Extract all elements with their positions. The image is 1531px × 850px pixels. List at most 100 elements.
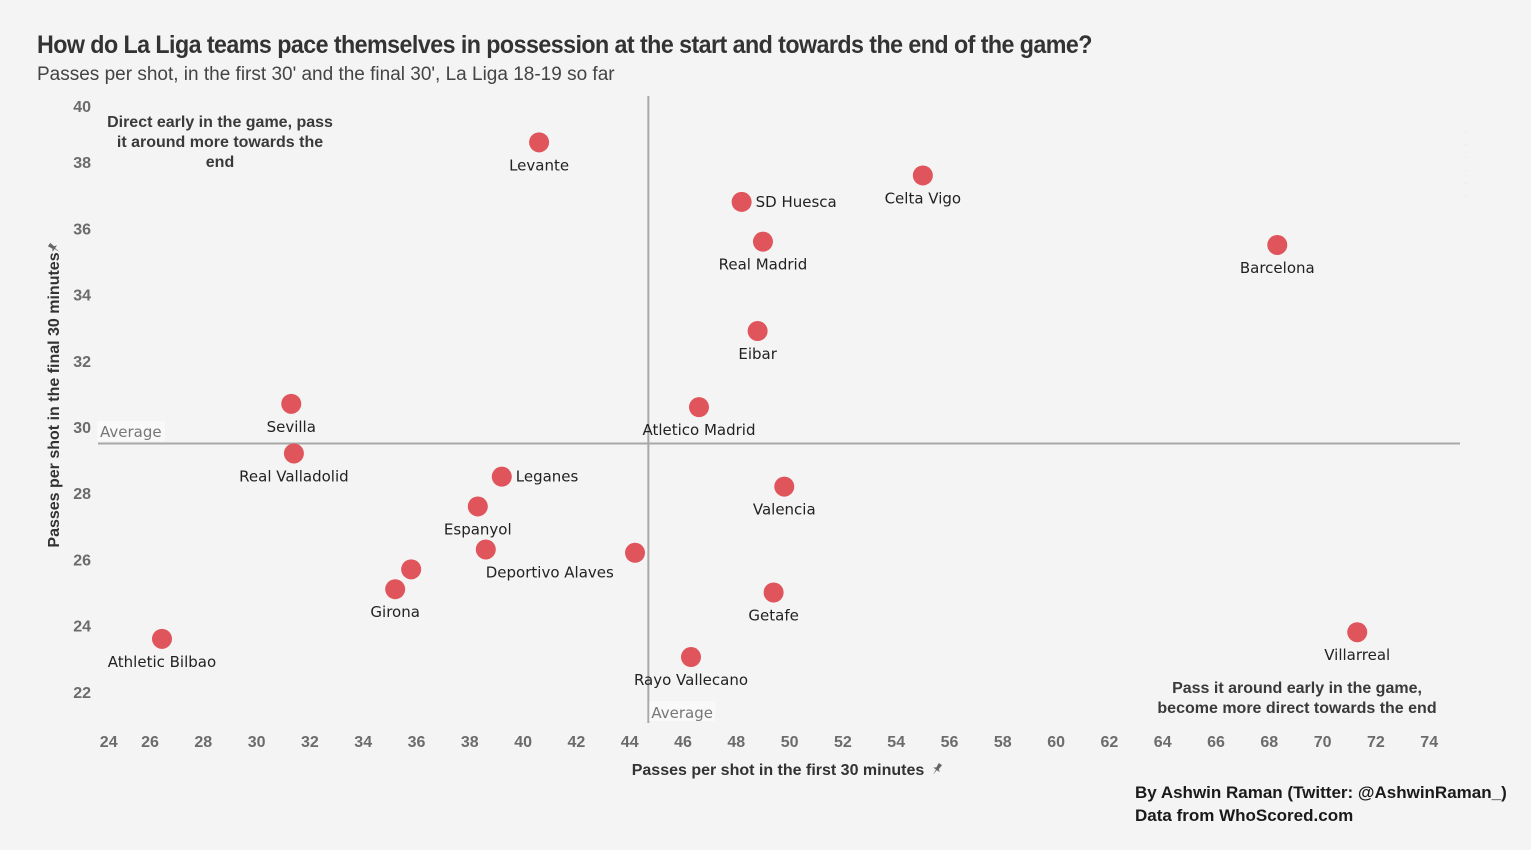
- point-label: Villarreal: [1324, 646, 1390, 664]
- x-tick-label: 68: [1260, 734, 1278, 751]
- data-point: Barcelona: [1240, 234, 1315, 277]
- credits: By Ashwin Raman (Twitter: @AshwinRaman_)…: [1135, 781, 1507, 827]
- point-marker: [401, 559, 422, 580]
- point-marker: [625, 542, 646, 563]
- point-marker: [912, 165, 933, 186]
- y-tick-label: 36: [73, 221, 91, 238]
- x-tick-label: 54: [887, 734, 905, 751]
- x-tick-label: 60: [1047, 734, 1065, 751]
- point-label: Barcelona: [1240, 259, 1315, 277]
- x-tick-label: 48: [727, 734, 745, 751]
- y-tick-label: 28: [73, 486, 91, 503]
- point-label: Valencia: [753, 501, 816, 519]
- quadrant-note-top-left: Direct early in the game, pass it around …: [107, 114, 333, 171]
- data-point: Deportivo Alaves: [475, 539, 614, 581]
- point-label: Levante: [509, 156, 569, 174]
- point-marker: [763, 582, 784, 603]
- x-tick-label: 56: [941, 734, 959, 751]
- data-point: Girona: [370, 579, 420, 621]
- point-marker: [151, 628, 172, 649]
- data-point: Espanyol: [444, 496, 512, 538]
- chart-subtitle: Passes per shot, in the first 30' and th…: [37, 64, 615, 85]
- point-label: Eibar: [738, 345, 777, 363]
- data-point: Athletic Bilbao: [108, 628, 216, 671]
- point-label: Getafe: [748, 607, 798, 625]
- x-axis-title: Passes per shot in the first 30 minutes: [632, 762, 925, 779]
- point-marker: [688, 397, 709, 418]
- point-label: Deportivo Alaves: [486, 563, 614, 581]
- point-marker: [1347, 622, 1368, 643]
- point-marker: [747, 321, 768, 342]
- x-tick-label: 70: [1314, 734, 1332, 751]
- x-tick-label: 34: [354, 734, 372, 751]
- y-axis-pin-icon: [47, 242, 60, 253]
- point-label: Girona: [370, 603, 420, 621]
- point-marker: [752, 231, 773, 252]
- point-label: SD Huesca: [756, 193, 837, 211]
- data-point: Sevilla: [267, 393, 316, 436]
- x-tick-label: 26: [141, 734, 159, 751]
- y-tick-label: 32: [73, 354, 91, 371]
- y-tick-label: 38: [73, 155, 91, 172]
- point-label: Real Valladolid: [239, 467, 348, 485]
- point-label: Espanyol: [444, 520, 512, 538]
- quadrant-annotations: Direct early in the game, pass it around …: [107, 114, 1437, 717]
- point-marker: [680, 647, 701, 668]
- x-tick-label: 74: [1420, 734, 1438, 751]
- x-axis-pin-icon: [932, 762, 943, 775]
- chart-title: How do La Liga teams pace themselves in …: [37, 31, 1093, 59]
- data-point: Villarreal: [1324, 622, 1390, 664]
- data-point: Real Valladolid: [239, 443, 349, 485]
- point-marker: [491, 466, 512, 487]
- data-point: Levante: [509, 132, 569, 174]
- data-point: Rayo Vallecano: [634, 647, 748, 689]
- point-label: Leganes: [516, 468, 579, 486]
- data-point: Atletico Madrid: [642, 397, 756, 439]
- x-tick-label: 24: [100, 734, 118, 751]
- point-marker: [385, 579, 406, 600]
- point-marker: [283, 443, 304, 464]
- data-point: Eibar: [738, 321, 778, 363]
- x-tick-label: 40: [514, 734, 532, 751]
- y-axis-title: Passes per shot in the final 30 minutes: [46, 252, 63, 547]
- point-label: Athletic Bilbao: [108, 653, 216, 671]
- average-y-label: Average: [100, 423, 162, 441]
- x-tick-label: 44: [621, 734, 639, 751]
- point-marker: [529, 132, 550, 153]
- point-marker: [475, 539, 496, 560]
- x-tick-label: 52: [834, 734, 852, 751]
- y-axis-ticks: 22 24 26 28 30 32 34 36 38 40: [73, 99, 91, 702]
- data-point: Valencia: [753, 476, 816, 519]
- x-tick-label: 32: [301, 734, 319, 751]
- point-marker: [774, 476, 795, 497]
- data-point: Celta Vigo: [885, 165, 961, 207]
- data-points: Levante SD Huesca Celta Vigo Real Madrid Bar…: [108, 132, 1390, 689]
- data-point: SD Huesca: [731, 191, 837, 212]
- y-tick-label: 34: [73, 288, 91, 305]
- y-tick-label: 30: [73, 420, 91, 437]
- point-label: Atletico Madrid: [642, 421, 755, 439]
- point-marker: [731, 191, 752, 212]
- x-tick-label: 42: [568, 734, 586, 751]
- x-tick-label: 58: [994, 734, 1012, 751]
- data-point: [401, 559, 422, 580]
- x-tick-label: 30: [248, 734, 266, 751]
- y-tick-label: 22: [73, 685, 91, 702]
- x-tick-label: 64: [1154, 734, 1172, 751]
- y-tick-label: 26: [73, 552, 91, 569]
- y-tick-label: 40: [73, 99, 91, 116]
- point-marker: [281, 393, 302, 414]
- x-tick-label: 66: [1207, 734, 1225, 751]
- point-label: Rayo Vallecano: [634, 671, 748, 689]
- data-point: Real Madrid: [719, 231, 808, 274]
- y-tick-label: 24: [73, 619, 91, 636]
- x-tick-label: 50: [781, 734, 799, 751]
- x-tick-label: 38: [461, 734, 479, 751]
- x-axis-ticks: 24 26 28 30 32 34 36 38 40 42 44 46 48 50 52 54 56 58 60 62…: [100, 734, 1438, 751]
- x-tick-label: 28: [194, 734, 212, 751]
- x-tick-label: 36: [408, 734, 426, 751]
- author-credit: By Ashwin Raman (Twitter: @AshwinRaman_): [1135, 783, 1507, 802]
- point-marker: [467, 496, 488, 517]
- point-label: Real Madrid: [719, 256, 808, 274]
- average-x-label: Average: [651, 704, 713, 722]
